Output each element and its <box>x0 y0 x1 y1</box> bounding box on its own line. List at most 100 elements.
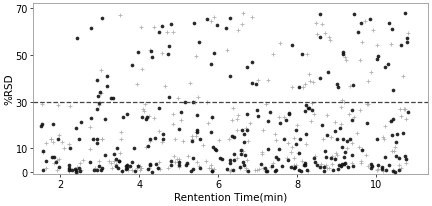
Point <box>108 162 115 165</box>
Point <box>230 168 237 172</box>
Point <box>374 169 381 172</box>
Point <box>332 121 339 124</box>
Point <box>338 123 345 126</box>
Point <box>305 107 312 110</box>
Point <box>196 138 203 141</box>
Point <box>127 164 133 168</box>
Point <box>142 103 149 106</box>
Point <box>319 138 326 141</box>
Point <box>391 149 398 152</box>
Point <box>311 113 318 116</box>
Point <box>277 42 284 45</box>
Point <box>223 27 230 30</box>
Point <box>317 166 324 169</box>
Point <box>242 166 249 170</box>
Point <box>208 20 215 23</box>
Point <box>269 165 276 168</box>
Point <box>60 147 67 150</box>
Point <box>264 148 271 151</box>
Point <box>138 167 145 170</box>
Point <box>305 107 311 110</box>
Point <box>388 28 395 32</box>
Point <box>321 150 328 153</box>
Point <box>351 115 358 119</box>
Point <box>325 71 332 75</box>
Point <box>253 83 260 86</box>
Point <box>340 101 347 104</box>
Point <box>271 132 278 136</box>
Point <box>227 75 234 78</box>
Point <box>137 26 144 30</box>
Point <box>73 165 80 168</box>
Point <box>381 156 388 159</box>
Point <box>133 166 140 170</box>
Point <box>137 165 143 168</box>
Point <box>302 132 309 136</box>
Point <box>380 169 387 173</box>
Point <box>265 120 272 123</box>
Point <box>245 169 252 173</box>
Point <box>341 56 348 59</box>
Point <box>180 140 187 143</box>
Point <box>389 89 396 93</box>
Point <box>229 134 235 138</box>
Point <box>169 123 176 126</box>
Point <box>403 158 410 161</box>
Point <box>176 165 183 169</box>
Point <box>192 101 199 104</box>
Point <box>165 167 172 170</box>
Point <box>188 140 195 143</box>
Point <box>151 116 158 120</box>
Point <box>210 168 217 171</box>
Point <box>79 158 86 162</box>
Point <box>375 163 381 167</box>
Point <box>349 119 356 122</box>
Point <box>53 169 60 172</box>
Point <box>236 166 243 169</box>
Point <box>356 145 362 149</box>
Point <box>322 155 329 159</box>
Point <box>242 169 249 172</box>
Point <box>147 50 154 54</box>
Point <box>237 152 244 156</box>
Point <box>72 168 79 171</box>
Point <box>368 164 375 167</box>
Point <box>204 122 211 125</box>
Point <box>350 164 357 167</box>
Point <box>76 166 83 169</box>
Point <box>235 114 241 117</box>
Point <box>93 79 100 83</box>
Point <box>73 169 80 172</box>
Point <box>156 161 163 164</box>
Point <box>204 101 211 104</box>
Point <box>317 77 324 80</box>
Point <box>288 166 295 169</box>
Point <box>242 126 249 130</box>
Point <box>131 170 138 173</box>
Point <box>302 162 309 165</box>
Point <box>398 115 405 118</box>
Point <box>324 167 330 170</box>
Point <box>365 165 372 168</box>
Point <box>260 129 267 132</box>
Point <box>66 167 73 171</box>
Point <box>134 165 141 168</box>
Point <box>156 32 162 35</box>
Point <box>327 156 334 160</box>
Point <box>251 169 258 172</box>
Point <box>255 79 262 83</box>
Point <box>369 29 376 33</box>
Point <box>154 167 161 170</box>
Point <box>213 149 219 152</box>
Point <box>98 92 105 95</box>
Point <box>227 158 234 162</box>
Point <box>149 170 156 173</box>
Point <box>66 167 73 170</box>
Point <box>241 141 248 144</box>
Point <box>386 22 393 25</box>
Point <box>110 97 117 100</box>
Point <box>209 116 216 120</box>
Point <box>354 131 361 135</box>
Point <box>402 162 409 165</box>
Point <box>40 149 47 153</box>
